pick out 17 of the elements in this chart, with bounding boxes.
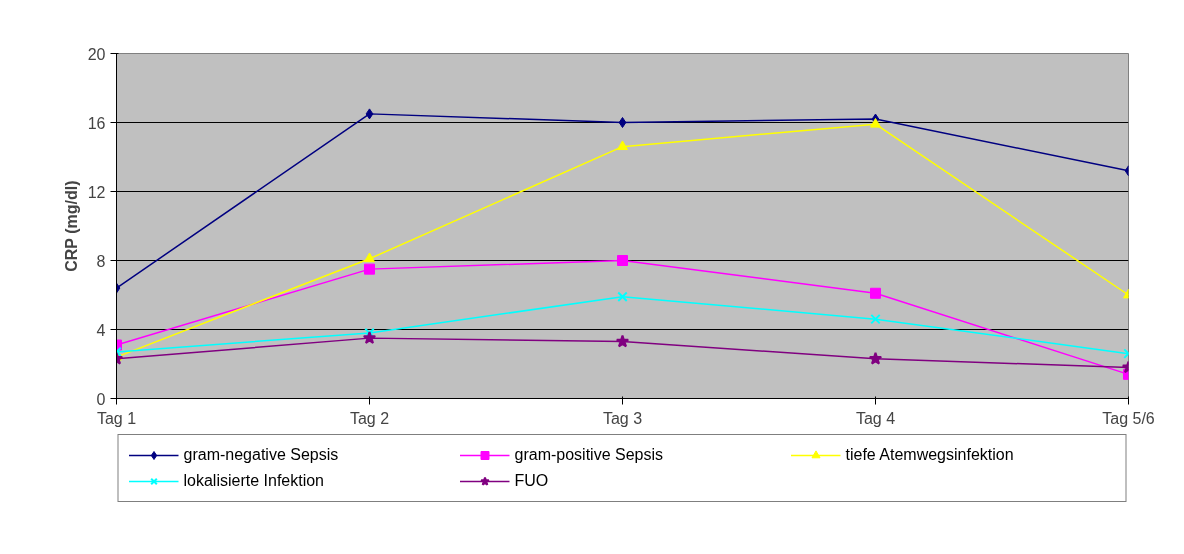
y-tick-label: 4 [96,321,106,339]
y-tick-label: 0 [96,390,106,408]
x-tick-label: Tag 2 [349,409,390,427]
y-tick-label: 20 [87,45,106,63]
y-tick-label: 8 [96,252,106,270]
legend-label: gram-positive Sepsis [514,446,664,464]
x-tick-label: Tag 5/6 [1102,409,1155,427]
y-tick-label: 16 [87,114,106,132]
y-axis-title: CRP (mg/dl) [62,180,80,272]
legend-label: gram-negative Sepsis [183,446,340,464]
legend-label: tiefe Atemwegsinfektion [845,446,1015,464]
legend-label: FUO [514,472,550,490]
legend-label: lokalisierte Infektion [183,472,325,490]
x-tick-label: Tag 4 [855,409,896,427]
y-tick-label: 12 [87,183,106,201]
x-tick-label: Tag 3 [602,409,643,427]
x-tick-label: Tag 1 [96,409,137,427]
